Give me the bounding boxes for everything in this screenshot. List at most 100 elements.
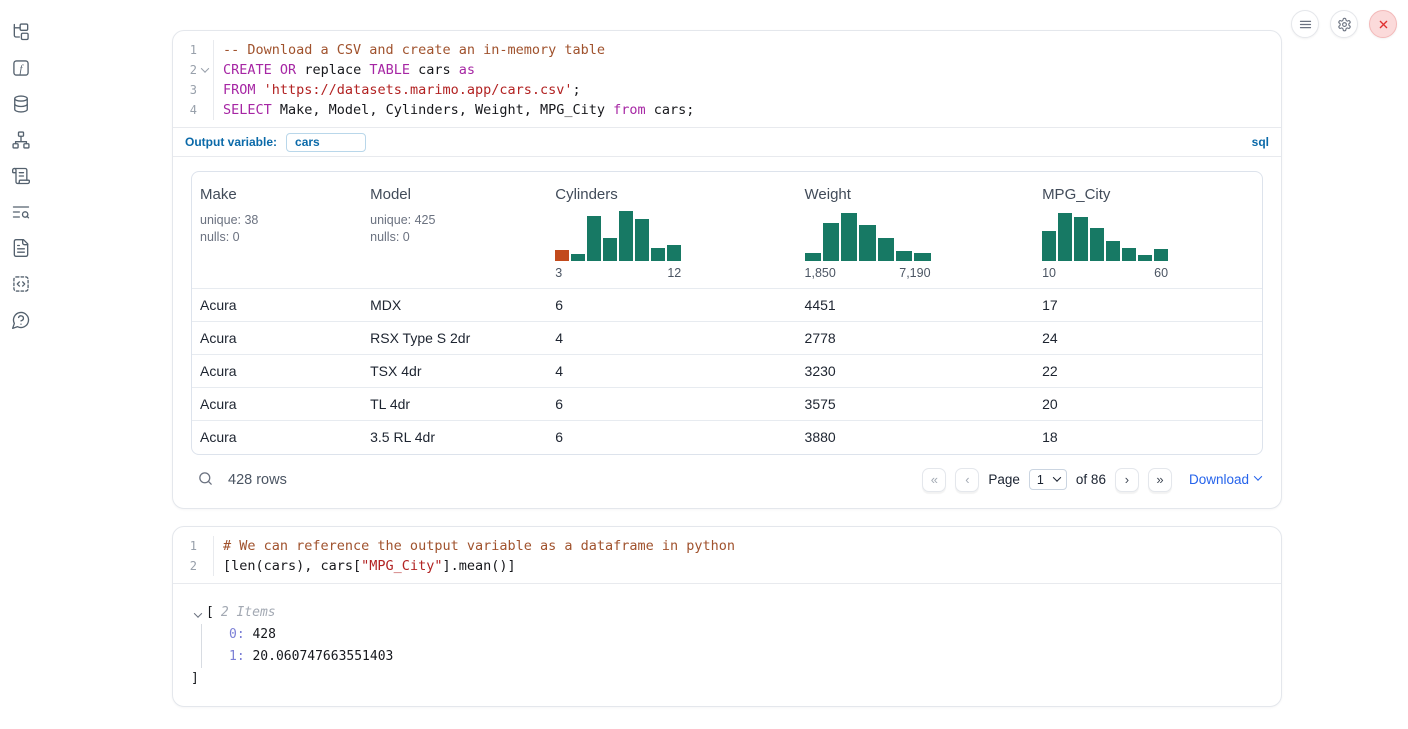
python-cell-output: [ 2 Items 0: 428 1: 20.060747663551403 ]: [173, 582, 1281, 706]
notebook-toolbar: [1291, 10, 1397, 38]
item-value: 428: [244, 626, 276, 642]
histogram-min-label: 3: [555, 266, 563, 280]
page-select[interactable]: 1: [1028, 469, 1067, 490]
table-cell: 4: [547, 354, 797, 388]
sql-code-editor[interactable]: 1 -- Download a CSV and create an in-memo…: [173, 31, 1281, 127]
code-text: -- Download a CSV and create an in-memor…: [223, 42, 606, 58]
table-cell: 6: [547, 387, 797, 421]
first-page-button[interactable]: «: [922, 467, 947, 492]
column-header: Model unique: 425 nulls: 0: [362, 172, 547, 289]
download-button[interactable]: Download: [1189, 472, 1263, 487]
sql-cell: 1 -- Download a CSV and create an in-memo…: [172, 30, 1282, 509]
table-cell: 3230: [796, 354, 1035, 388]
histogram-bar: [841, 213, 858, 261]
chevron-down-icon: [1253, 472, 1263, 481]
list-item: 0: 428: [229, 624, 1263, 646]
page-total-label: of 86: [1075, 472, 1106, 487]
open-bracket: [: [206, 604, 214, 620]
language-badge: sql: [1251, 135, 1269, 149]
column-name[interactable]: Weight: [804, 186, 851, 203]
column-name[interactable]: Cylinders: [555, 186, 618, 203]
code-line[interactable]: 2 CREATE OR replace TABLE cars as: [173, 60, 1281, 80]
table-cell: RSX Type S 2dr: [362, 321, 548, 355]
python-code-editor[interactable]: 1 # We can reference the output variable …: [173, 527, 1281, 583]
code-text: [len(cars), cars["MPG_City"].mean()]: [223, 557, 516, 574]
hamburger-menu-icon[interactable]: [1291, 10, 1319, 38]
table-cell: Acura: [192, 420, 363, 454]
snippets-icon[interactable]: [11, 274, 33, 294]
histogram-bar: [555, 250, 570, 261]
line-number: 2: [173, 60, 214, 80]
table-row[interactable]: Acura 3.5 RL 4dr 6 3880 18: [192, 420, 1262, 454]
column-name[interactable]: MPG_City: [1042, 186, 1111, 203]
table-cell: 20: [1034, 387, 1262, 421]
histogram-bar: [571, 254, 586, 261]
histogram-bar: [914, 253, 931, 261]
table-cell: TSX 4dr: [362, 354, 548, 388]
table-cell: 4: [547, 321, 797, 355]
table-cell: 17: [1034, 288, 1262, 322]
table-row[interactable]: Acura TSX 4dr 4 3230 22: [192, 354, 1262, 388]
histogram-bar: [804, 253, 821, 261]
code-text: FROM 'https://datasets.marimo.app/cars.c…: [223, 82, 581, 98]
line-number: 4: [173, 100, 214, 120]
last-page-button[interactable]: »: [1147, 467, 1172, 492]
histogram-bar: [667, 245, 682, 261]
code-line[interactable]: 3 FROM 'https://datasets.marimo.app/cars.…: [173, 80, 1281, 100]
column-name[interactable]: Model: [370, 186, 411, 203]
scratchpad-icon[interactable]: [11, 166, 33, 186]
line-number: 1: [173, 535, 214, 556]
table-cell: MDX: [362, 288, 548, 322]
output-variable-row: Output variable: sql: [173, 127, 1281, 156]
table-row[interactable]: Acura TL 4dr 6 3575 20: [192, 387, 1262, 421]
item-index: 0:: [229, 626, 245, 642]
histogram-min-label: 10: [1042, 266, 1056, 280]
table-header-row: Make unique: 38 nulls: 0 Model unique: 425 nu…: [192, 172, 1262, 289]
code-line[interactable]: 2 [len(cars), cars["MPG_City"].mean()]: [173, 555, 1281, 576]
output-variable-input[interactable]: [286, 132, 367, 152]
table-cell: 2778: [796, 321, 1035, 355]
variables-icon[interactable]: f: [11, 58, 33, 78]
histogram-max-label: 12: [667, 266, 682, 280]
code-line[interactable]: 1 # We can reference the output variable …: [173, 535, 1281, 556]
histogram-bar: [1106, 241, 1121, 261]
gear-icon[interactable]: [1330, 10, 1358, 38]
code-line[interactable]: 4 SELECT Make, Model, Cylinders, Weight, …: [173, 100, 1281, 120]
table-cell: TL 4dr: [362, 387, 548, 421]
collapse-toggle-icon[interactable]: [191, 606, 204, 619]
file-explorer-icon[interactable]: [11, 22, 33, 42]
histogram-bar: [1154, 249, 1169, 261]
column-header: Cylinders 3 12: [547, 172, 796, 289]
table-body: Acura MDX 6 4451 17 Acura RSX Type S 2dr 4 2778 2…: [192, 288, 1262, 454]
table-row[interactable]: Acura MDX 6 4451 17: [192, 288, 1262, 322]
histogram-max-label: 7,190: [899, 266, 931, 280]
table-cell: 6: [547, 420, 797, 454]
histogram-bar: [859, 225, 876, 261]
table-cell: 3.5 RL 4dr: [362, 420, 548, 454]
histogram-bar: [587, 216, 602, 261]
fold-chevron-icon: [200, 64, 210, 73]
help-icon[interactable]: [11, 310, 33, 330]
column-header: Make unique: 38 nulls: 0: [192, 172, 362, 289]
datasources-icon[interactable]: [11, 94, 33, 114]
search-icon[interactable]: [195, 470, 215, 490]
column-name[interactable]: Make: [200, 186, 237, 203]
table-row[interactable]: Acura RSX Type S 2dr 4 2778 24: [192, 321, 1262, 355]
list-item: 1: 20.060747663551403: [229, 646, 1263, 668]
histogram-bar: [651, 248, 666, 261]
close-icon[interactable]: [1369, 10, 1397, 38]
histogram-bar: [603, 238, 618, 261]
column-histogram: 10 60: [1042, 209, 1169, 280]
documentation-icon[interactable]: [11, 238, 33, 258]
table-cell: 18: [1034, 420, 1262, 454]
next-page-button[interactable]: ›: [1114, 467, 1139, 492]
code-line[interactable]: 1 -- Download a CSV and create an in-memo…: [173, 40, 1281, 60]
column-header: Weight 1,850 7,190: [797, 172, 1035, 289]
histogram-bar: [877, 238, 894, 261]
dependency-graph-icon[interactable]: [11, 130, 33, 150]
previous-page-button[interactable]: ‹: [955, 467, 980, 492]
logs-search-icon[interactable]: [11, 202, 33, 222]
sidebar: f: [0, 0, 44, 330]
item-value: 20.060747663551403: [244, 648, 394, 664]
item-index: 1:: [229, 648, 245, 664]
